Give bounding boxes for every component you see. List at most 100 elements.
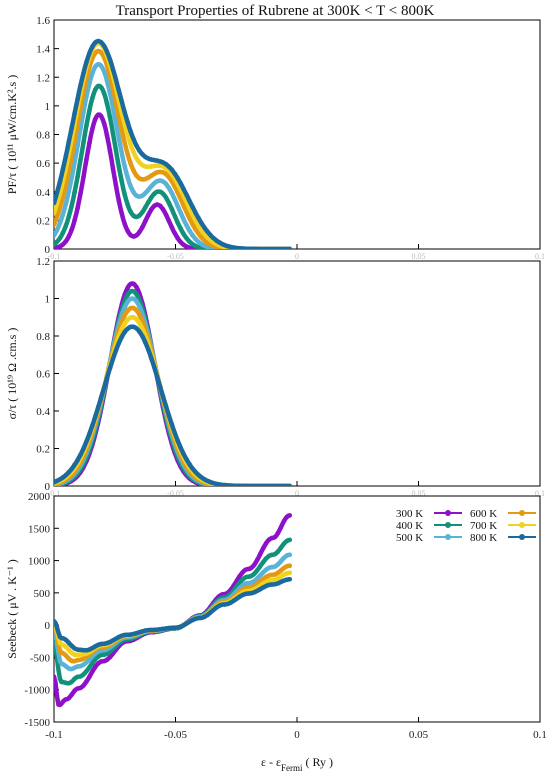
series-point [178, 210, 183, 216]
panels: 0 0.2 0.4 0.6 0.8 1 1.2 1.4 1.6 -0.1 -0.05 0 0.05 0.1… [5, 15, 547, 773]
series-point [122, 313, 127, 318]
legend-swatch-marker [445, 510, 451, 516]
series-point [184, 457, 189, 462]
series-point [196, 215, 201, 221]
series-point [125, 285, 130, 291]
series-point [287, 552, 293, 558]
legend-swatch-marker [519, 534, 525, 540]
series-point [72, 189, 77, 195]
series-point [202, 225, 207, 230]
series-point [104, 375, 110, 381]
series-point [78, 191, 83, 196]
series-point [137, 213, 142, 218]
y-tick-label: -1500 [24, 717, 50, 729]
chart-title: Transport Properties of Rubrene at 300K … [116, 3, 435, 19]
series-point [257, 573, 263, 578]
series-point [125, 151, 130, 157]
series-point [84, 157, 89, 162]
series-point [169, 207, 175, 212]
series-point [90, 71, 95, 76]
panel-middle: 0 0.2 0.4 0.6 0.8 1 1.2 -0.1 -0.05 0 0.05 0.1 σ/τ ( … [5, 256, 545, 498]
series-point [249, 565, 254, 571]
series-point [101, 69, 107, 74]
y-tick-label: 1 [45, 294, 51, 306]
series-point [104, 657, 110, 662]
y-tick-label: 0.8 [36, 331, 50, 343]
series-point [260, 559, 266, 565]
series-point [57, 179, 63, 185]
series-point [57, 648, 63, 653]
series-point [87, 108, 92, 113]
series-point [113, 147, 119, 153]
series-point [134, 155, 139, 161]
series-point [178, 239, 183, 245]
series-point [146, 347, 151, 353]
series-point [122, 164, 127, 169]
series-point [63, 653, 69, 658]
series-point [92, 116, 98, 122]
series-point [178, 196, 183, 202]
y-tick-label: 1500 [28, 523, 51, 535]
series-point [69, 692, 74, 697]
series-point [146, 187, 151, 193]
series-point [113, 120, 119, 125]
series-point [163, 212, 169, 217]
series-point [175, 190, 180, 195]
series-point [78, 157, 83, 163]
series-point [134, 284, 139, 290]
series-point [181, 217, 186, 222]
series-point [134, 233, 139, 238]
series-point [110, 356, 116, 362]
legend-label: 400 K [396, 520, 423, 532]
series-point [134, 299, 139, 304]
series-point [287, 483, 292, 486]
series-point [110, 66, 116, 72]
series-point [92, 657, 98, 662]
series-point [63, 472, 69, 478]
series-point [122, 192, 127, 197]
series-point [287, 246, 292, 249]
y-tick-label: 0.8 [36, 130, 50, 142]
y-tick-label: 0.6 [36, 369, 50, 381]
series-point [287, 513, 293, 518]
series-point [54, 200, 57, 206]
series-point [163, 181, 169, 187]
series-point [287, 577, 293, 582]
series-point [169, 167, 175, 173]
series-point [81, 446, 86, 451]
series-point [104, 133, 110, 138]
series-point [137, 312, 142, 318]
series-point [157, 203, 163, 209]
series-point [63, 223, 69, 229]
series-point [69, 175, 74, 180]
series-point [257, 563, 263, 569]
series-point [190, 221, 195, 227]
series-point [81, 70, 86, 76]
series-point [84, 660, 89, 665]
series-point [98, 113, 104, 119]
series-point [54, 693, 60, 698]
series-point [69, 125, 74, 131]
series-point [66, 234, 71, 239]
series-point [87, 674, 92, 680]
series-point [160, 207, 166, 212]
series-point [252, 562, 257, 567]
series-point [110, 104, 116, 110]
series-point [172, 231, 178, 236]
series-point [66, 140, 71, 145]
series-point [92, 414, 98, 420]
series-point [104, 49, 110, 55]
series-point [101, 43, 107, 49]
series-point [87, 140, 92, 146]
series-point [128, 142, 133, 147]
x-tick-label: 0.1 [535, 252, 545, 261]
series-point [116, 340, 122, 346]
series-point [81, 672, 86, 677]
y-tick-label: -1000 [24, 685, 50, 697]
series-point [66, 214, 71, 220]
series-point [275, 562, 281, 567]
x-axis-label: ε - εFermi ( Ry ) [261, 755, 333, 773]
series-point [90, 660, 95, 666]
series-point [125, 133, 130, 138]
